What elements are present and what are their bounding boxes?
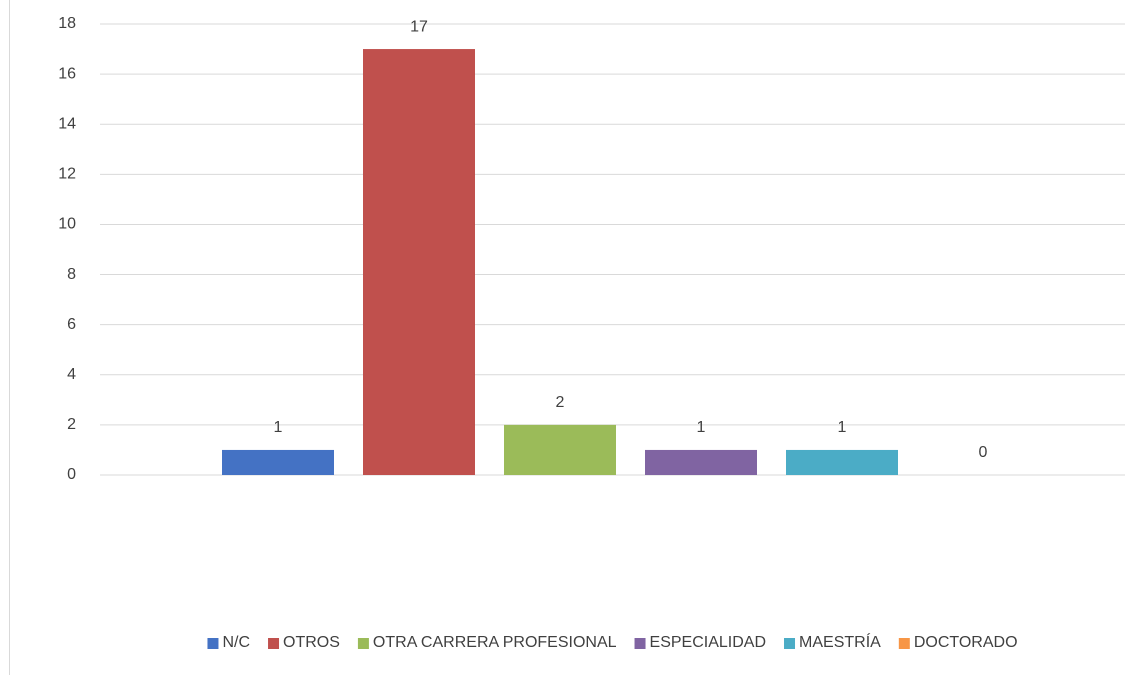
y-tick-label: 6 xyxy=(67,316,76,333)
legend-label: MAESTRÍA xyxy=(799,632,881,651)
y-tick-label: 8 xyxy=(67,266,76,283)
data-label: 2 xyxy=(556,394,565,411)
y-tick-label: 14 xyxy=(58,115,76,132)
legend-swatch xyxy=(207,638,218,649)
data-label: 0 xyxy=(979,444,988,461)
legend-swatch xyxy=(899,638,910,649)
legend-swatch xyxy=(268,638,279,649)
legend-label: ESPECIALIDAD xyxy=(650,634,766,651)
y-tick-label: 10 xyxy=(58,216,76,233)
data-label: 1 xyxy=(838,419,847,436)
legend-label: OTROS xyxy=(283,634,340,651)
legend-swatch xyxy=(784,638,795,649)
chart-frame xyxy=(10,0,1147,675)
y-tick-label: 12 xyxy=(58,166,76,183)
legend-swatch xyxy=(358,638,369,649)
y-tick-label: 4 xyxy=(67,366,76,383)
bar xyxy=(786,450,898,475)
y-tick-label: 18 xyxy=(58,15,76,32)
bar xyxy=(645,450,757,475)
legend-swatch xyxy=(635,638,646,649)
data-label: 1 xyxy=(274,419,283,436)
bar xyxy=(363,49,475,475)
y-tick-label: 2 xyxy=(67,416,76,433)
bar xyxy=(222,450,334,475)
y-tick-label: 16 xyxy=(58,65,76,82)
y-tick-label: 0 xyxy=(67,466,76,483)
legend-label: OTRA CARRERA PROFESIONAL xyxy=(373,634,617,651)
data-label: 17 xyxy=(410,18,428,35)
legend-label: DOCTORADO xyxy=(914,634,1018,651)
legend-label: N/C xyxy=(222,634,250,651)
bar xyxy=(504,425,616,475)
data-label: 1 xyxy=(697,419,706,436)
